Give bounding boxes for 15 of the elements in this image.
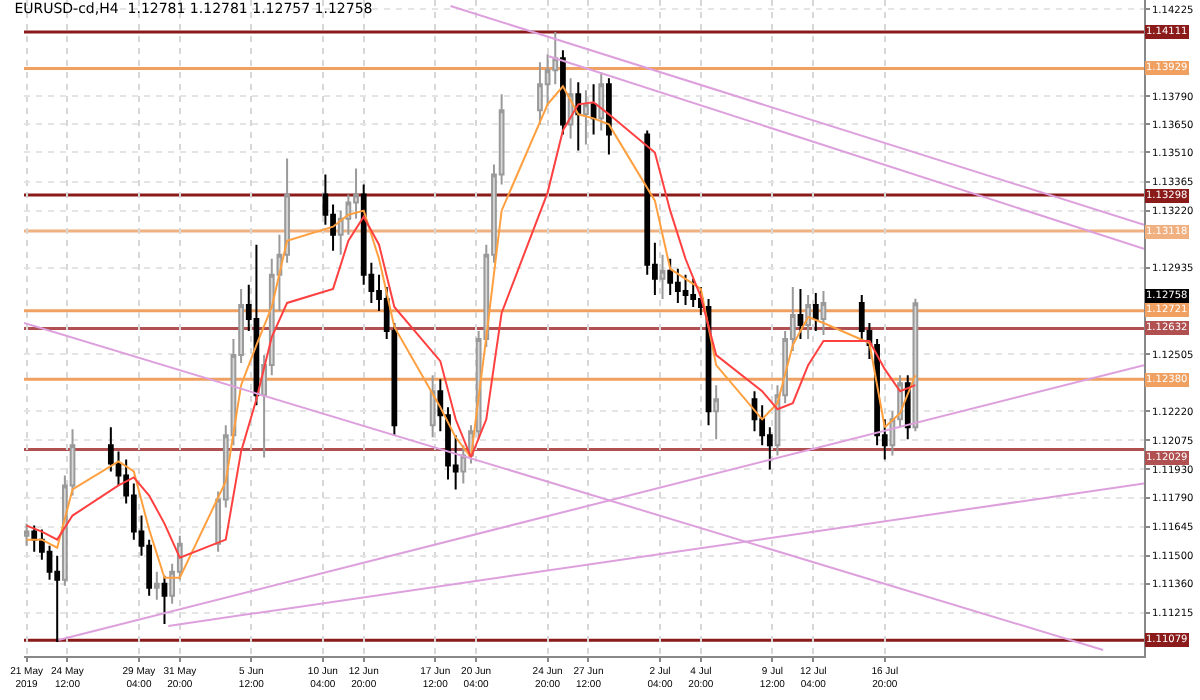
candlestick (253, 243, 260, 407)
candlestick (54, 554, 61, 643)
candlestick (682, 273, 689, 306)
candlestick (812, 291, 819, 332)
candlestick (31, 524, 38, 553)
candlestick (560, 49, 566, 136)
candlestick (797, 287, 804, 341)
candlestick (161, 574, 168, 625)
candlestick (667, 257, 674, 296)
candlestick (674, 267, 681, 304)
candlestick (590, 83, 597, 136)
candlestick (107, 426, 114, 473)
candlestick (820, 289, 827, 337)
candlestick (690, 277, 697, 308)
candlestick (606, 77, 612, 156)
